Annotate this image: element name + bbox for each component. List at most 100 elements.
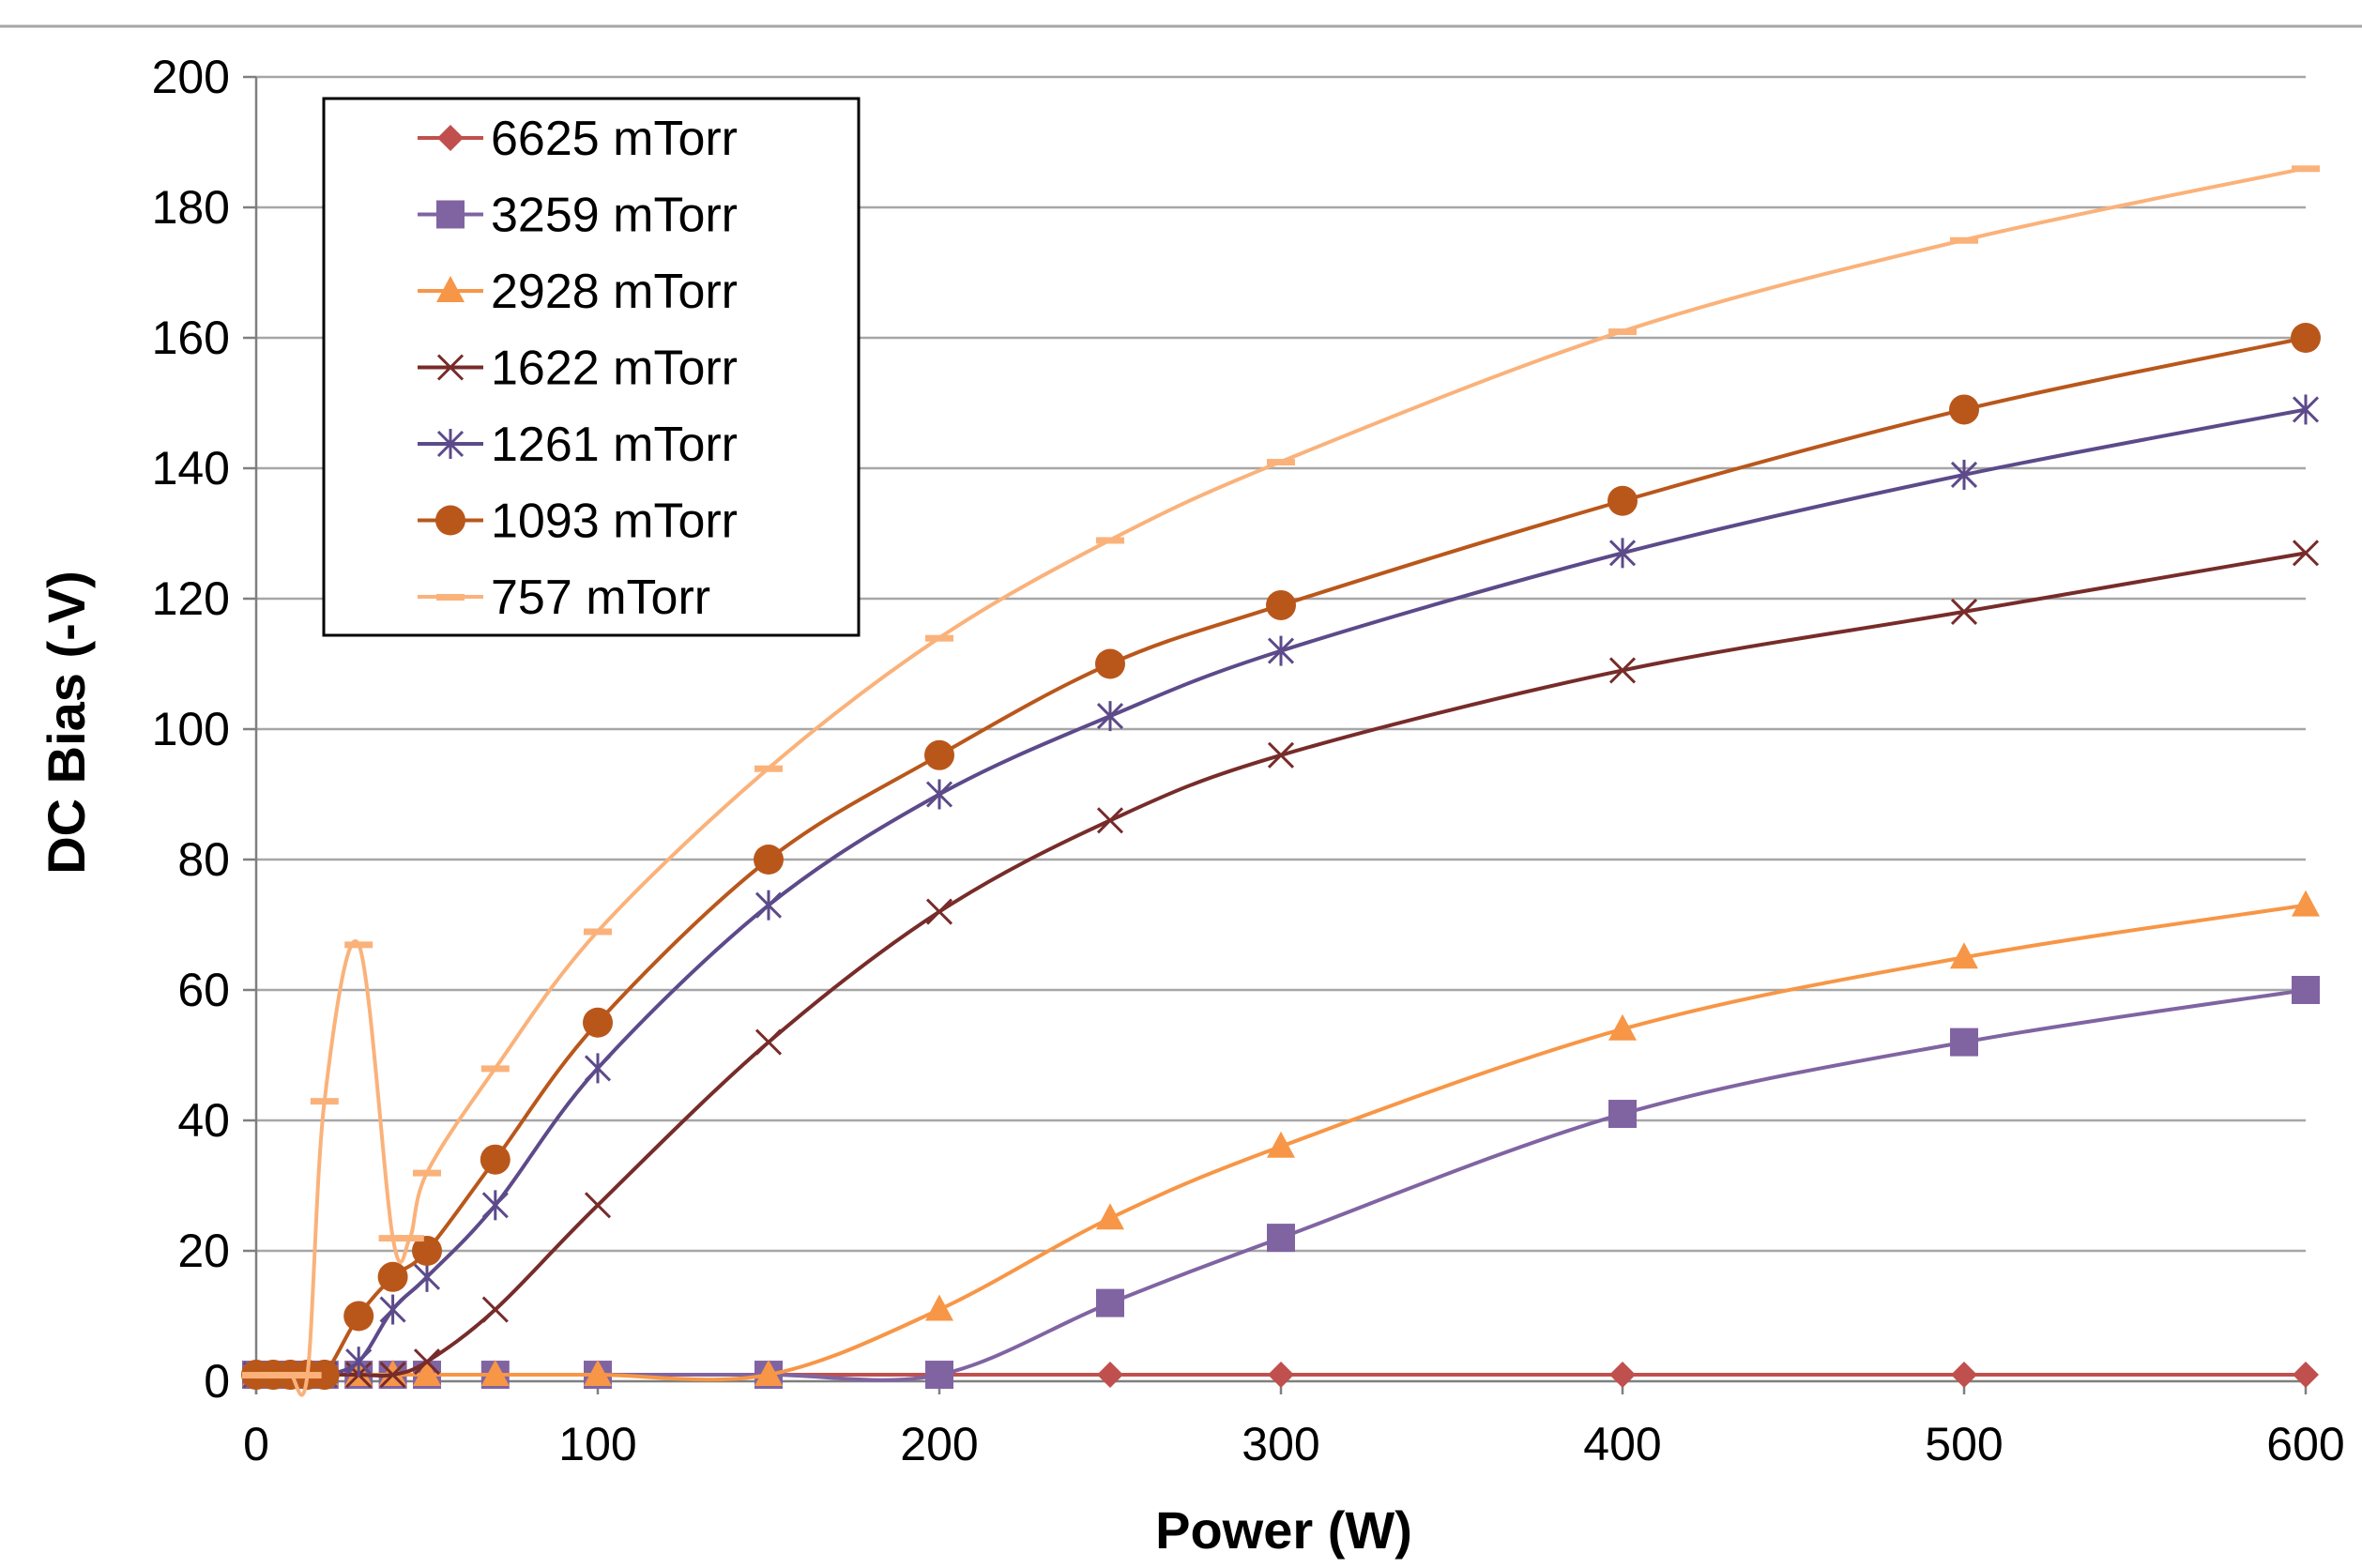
y-tick-label: 180 <box>152 181 230 234</box>
marker-stroke <box>1608 657 1637 684</box>
y-tick-label: 140 <box>152 442 230 495</box>
data-point <box>379 1361 406 1389</box>
data-point <box>1950 942 1978 969</box>
data-point <box>2292 394 2320 425</box>
marker-stroke <box>1950 598 1978 625</box>
data-point <box>1096 701 1124 732</box>
data-point <box>1267 459 1295 466</box>
data-point <box>1950 459 1978 490</box>
data-point <box>2293 1362 2319 1389</box>
data-point <box>754 765 783 772</box>
data-point <box>276 1372 305 1379</box>
data-point <box>1608 1100 1637 1129</box>
series-layer <box>241 165 2321 1397</box>
data-point <box>1096 1203 1124 1230</box>
data-point <box>1266 589 1296 620</box>
legend-label: 1093 mTorr <box>491 495 738 549</box>
data-point <box>584 1053 612 1084</box>
data-point <box>1608 538 1637 569</box>
legend-item: 1261 mTorr <box>418 418 738 472</box>
data-point <box>413 1348 441 1376</box>
marker-stroke <box>2292 540 2320 567</box>
legend-marker <box>436 594 465 601</box>
data-point <box>1609 1362 1636 1389</box>
legend-item: 2928 mTorr <box>418 265 738 319</box>
x-tick-label: 100 <box>558 1418 636 1470</box>
series-1093-mtorr <box>241 323 2321 1391</box>
y-tick-label: 80 <box>177 833 230 886</box>
data-point <box>309 1360 340 1391</box>
data-point <box>1950 1028 1978 1057</box>
data-point <box>584 1192 612 1219</box>
y-axis-title: DC Bias (-V) <box>37 571 96 875</box>
legend-item: 1093 mTorr <box>418 495 738 549</box>
marker-stroke <box>925 898 953 925</box>
data-point <box>413 1360 441 1387</box>
data-point <box>754 1360 783 1387</box>
legend-label: 1261 mTorr <box>491 418 738 472</box>
data-point <box>584 1360 612 1387</box>
data-point <box>2292 976 2320 1004</box>
data-point <box>1949 394 1979 425</box>
data-point <box>1267 635 1295 666</box>
legend-item: 757 mTorr <box>418 571 710 625</box>
y-tick-label: 160 <box>152 312 230 364</box>
marker-stroke <box>436 354 465 381</box>
series-757-mtorr <box>242 165 2320 1397</box>
series-line <box>255 988 2307 1382</box>
data-point <box>1608 328 1637 336</box>
marker-stroke <box>1096 807 1124 834</box>
data-point <box>345 1347 373 1378</box>
y-tick-label: 120 <box>152 572 230 625</box>
x-tick-label: 300 <box>1242 1418 1319 1470</box>
data-point <box>1608 485 1638 516</box>
x-tick-label: 400 <box>1583 1418 1661 1470</box>
data-point <box>754 1028 783 1056</box>
legend-label: 6625 mTorr <box>491 112 738 166</box>
data-point <box>1096 807 1124 834</box>
data-point <box>754 890 783 921</box>
x-tick-label: 200 <box>900 1418 978 1470</box>
data-point <box>480 1360 510 1387</box>
legend-label: 1622 mTorr <box>491 342 738 396</box>
tick-labels: 0 20 40 60 80 100 120 140 160 180 200 0 100 200 300 400… <box>152 51 2345 1470</box>
data-point <box>259 1372 288 1379</box>
data-point <box>379 1294 406 1325</box>
marker-stroke <box>481 1296 509 1323</box>
data-point <box>925 1294 953 1321</box>
legend-marker <box>435 505 465 536</box>
marker-stroke <box>754 1028 783 1056</box>
data-point <box>2291 323 2321 353</box>
y-tick-label: 40 <box>177 1094 230 1147</box>
legend-marker <box>436 429 465 459</box>
data-point <box>583 1007 613 1038</box>
data-point <box>481 1190 509 1221</box>
data-point <box>2292 890 2320 917</box>
data-point <box>1608 1013 1637 1041</box>
y-tick-label: 0 <box>204 1355 230 1408</box>
data-point <box>1097 1362 1123 1389</box>
legend-label: 757 mTorr <box>491 571 710 625</box>
data-point <box>242 1372 270 1379</box>
series-3259-mtorr <box>242 976 2320 1390</box>
legend-item: 6625 mTorr <box>418 112 738 166</box>
data-point <box>412 1236 442 1266</box>
data-point <box>1951 1362 1977 1389</box>
data-point <box>925 898 953 925</box>
x-tick-label: 0 <box>243 1418 269 1470</box>
marker-stroke <box>379 1361 406 1389</box>
x-tick-label: 500 <box>1925 1418 2003 1470</box>
data-point <box>2292 540 2320 567</box>
legend-marker <box>436 354 465 381</box>
legend-marker <box>437 125 464 151</box>
y-tick-label: 200 <box>152 51 230 103</box>
series-line <box>255 551 2307 1378</box>
legend-item: 3259 mTorr <box>418 189 738 243</box>
data-point <box>481 1296 509 1323</box>
data-point <box>754 845 784 875</box>
data-point <box>1095 648 1125 679</box>
data-point <box>480 1144 510 1175</box>
data-point <box>925 779 953 810</box>
data-point <box>925 634 953 642</box>
